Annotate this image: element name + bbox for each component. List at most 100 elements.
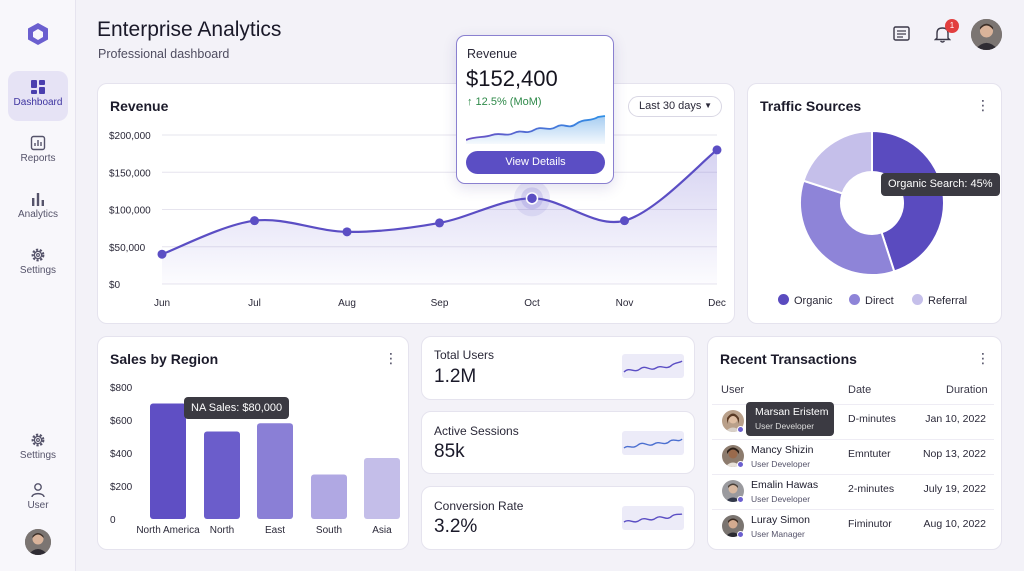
bar-north-america <box>150 403 186 519</box>
sidebar-item-label: Settings <box>19 265 57 276</box>
kpi-sparkline <box>622 431 684 455</box>
sidebar-item-settings[interactable]: Settings <box>8 239 68 289</box>
x-tick-label: Jul <box>248 298 261 309</box>
user-avatar <box>722 410 744 432</box>
sidebar-avatar[interactable] <box>25 529 51 555</box>
kpi-value: 85k <box>434 441 465 462</box>
legend-swatch <box>778 294 789 305</box>
tooltip-label: Revenue <box>467 47 518 61</box>
sidebar: Dashboard Reports Analytics Settings <box>0 0 76 571</box>
bell-icon[interactable] <box>934 25 951 43</box>
row-date: Jan 10, 2022 <box>925 413 986 425</box>
pie-slice-direct <box>799 179 896 276</box>
user-name: Marsan Eristem <box>755 406 829 418</box>
sales-tooltip: NA Sales: $80,000 <box>184 397 290 419</box>
view-details-button[interactable]: View Details <box>466 151 605 174</box>
y-tick-label: $200,000 <box>109 131 151 142</box>
traffic-title: Traffic Sources <box>760 98 862 114</box>
sidebar-item-analytics[interactable]: Analytics <box>8 183 68 233</box>
data-point <box>620 216 629 226</box>
user-name: Luray Simon <box>751 514 810 526</box>
column-header-user[interactable]: User <box>721 384 745 396</box>
row-duration: Fiminutor <box>848 518 892 530</box>
transactions-card <box>707 336 1002 550</box>
table-row[interactable]: Emalin Hawas User Developer 2-minutes Ju… <box>712 474 994 509</box>
app-logo-icon[interactable] <box>26 22 50 46</box>
date-range-dropdown[interactable]: Last 30 days ▼ <box>628 96 722 117</box>
user-avatar-icon <box>971 19 1002 50</box>
y-tick-label: $50,000 <box>109 243 146 254</box>
legend-organic[interactable]: Organic <box>778 294 833 307</box>
bar-asia <box>364 457 400 519</box>
sales-title: Sales by Region <box>110 351 219 367</box>
kpi-card-conversion-rate[interactable]: Conversion Rate 3.2% <box>421 486 695 550</box>
user-role: User Developer <box>751 494 811 504</box>
data-point <box>250 216 259 226</box>
sidebar-item-label: Analytics <box>17 209 58 220</box>
bar-north <box>204 431 240 519</box>
user-avatar-icon <box>722 410 744 432</box>
legend-label: Referral <box>928 295 968 307</box>
y-tick-label: $600 <box>110 416 133 427</box>
column-header-duration[interactable]: Duration <box>946 384 988 396</box>
y-tick-label: $400 <box>110 449 133 460</box>
x-tick-label: East <box>265 525 285 536</box>
online-indicator <box>737 461 744 468</box>
kpi-value: 3.2% <box>434 516 478 537</box>
column-header-date[interactable]: Date <box>848 384 872 396</box>
tooltip-delta: ↑ 12.5% (MoM) <box>467 96 542 108</box>
sidebar-item-dashboard[interactable]: Dashboard <box>8 71 68 121</box>
transactions-more-icon[interactable]: ⋮ <box>976 350 990 366</box>
sidebar-item-settings-bottom[interactable]: Settings <box>8 424 68 474</box>
y-tick-label: $100,000 <box>109 206 151 217</box>
bar-east <box>257 423 293 519</box>
user-name: Mancy Shizin <box>751 444 814 456</box>
sidebar-item-user[interactable]: User <box>8 474 68 524</box>
page-title: Enterprise Analytics <box>97 18 282 41</box>
kpi-value: 1.2M <box>434 366 477 387</box>
transactions-title: Recent Transactions <box>720 351 857 367</box>
kpi-card-total-users[interactable]: Total Users 1.2M <box>421 336 695 400</box>
table-row[interactable]: Marsan Eristem User Developer D-minutes … <box>712 402 994 439</box>
legend-label: Organic <box>794 295 833 307</box>
traffic-more-icon[interactable]: ⋮ <box>976 97 990 113</box>
header-avatar[interactable] <box>971 19 1002 50</box>
legend-direct[interactable]: Direct <box>849 294 894 307</box>
table-row[interactable]: Mancy Shizin User Developer Emntuter Nop… <box>712 439 994 474</box>
table-row[interactable]: Luray Simon User Manager Fiminutor Aug 1… <box>712 509 994 544</box>
kpi-card-active-sessions[interactable]: Active Sessions 85k <box>421 411 695 474</box>
row-date: Aug 10, 2022 <box>923 518 986 530</box>
messages-icon[interactable] <box>893 26 910 42</box>
sidebar-item-reports[interactable]: Reports <box>8 127 68 177</box>
user-icon <box>31 483 45 498</box>
row-duration: 2-minutes <box>848 483 895 495</box>
row-duration: D-minutes <box>848 413 896 425</box>
x-tick-label: South <box>316 525 342 536</box>
legend-swatch <box>912 294 923 305</box>
legend-referral[interactable]: Referral <box>912 294 967 307</box>
kpi-sparkline <box>622 506 684 530</box>
x-tick-label: Oct <box>524 298 540 309</box>
kpi-label: Total Users <box>434 348 495 362</box>
x-tick-label: North America <box>136 525 200 536</box>
traffic-card <box>747 83 1002 324</box>
sales-more-icon[interactable]: ⋮ <box>384 350 398 366</box>
sales-card <box>97 336 409 550</box>
notification-badge: 1 <box>945 19 959 33</box>
x-tick-label: Sep <box>431 298 449 309</box>
user-role: User Developer <box>755 421 815 431</box>
analytics-icon <box>32 193 44 206</box>
online-indicator <box>737 531 744 538</box>
caret-down-icon: ▼ <box>704 101 712 110</box>
sales-bar-chart: $800 $600 $400 $200 0 North America North East S… <box>110 383 400 536</box>
user-role: User Manager <box>751 529 805 539</box>
x-tick-label: North <box>210 525 234 536</box>
kpi-label: Active Sessions <box>434 424 519 438</box>
row-duration: Emntuter <box>848 448 891 460</box>
x-tick-label: Asia <box>372 525 392 536</box>
row-date: Nop 13, 2022 <box>922 448 986 460</box>
gear-icon <box>31 248 45 262</box>
date-range-label: Last 30 days <box>639 100 702 112</box>
kpi-sparkline <box>622 354 684 378</box>
x-tick-label: Nov <box>616 298 634 309</box>
